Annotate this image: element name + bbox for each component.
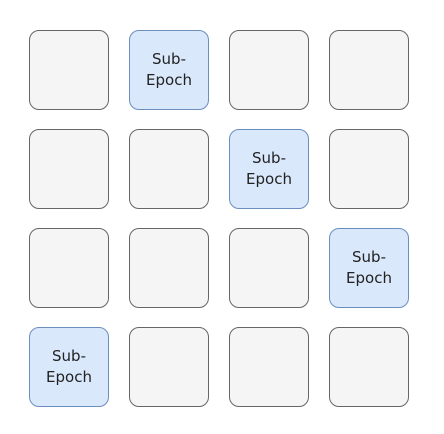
grid-cell-4-2: [129, 327, 209, 407]
grid-cell-4-3: [229, 327, 309, 407]
grid-cell-3-2: [129, 228, 209, 308]
grid-cell-3-1: [29, 228, 109, 308]
cell-label: Sub- Epoch: [346, 248, 392, 287]
grid-cell-1-4: [329, 30, 409, 110]
sub-epoch-cell: Sub- Epoch: [329, 228, 409, 308]
cell-label: Sub- Epoch: [246, 149, 292, 188]
grid-cell-2-4: [329, 129, 409, 209]
grid-cell-4-4: [329, 327, 409, 407]
grid-cell-2-1: [29, 129, 109, 209]
grid-cell-3-3: [229, 228, 309, 308]
sub-epoch-cell: Sub- Epoch: [129, 30, 209, 110]
grid-cell-1-3: [229, 30, 309, 110]
sub-epoch-cell: Sub- Epoch: [29, 327, 109, 407]
cell-label: Sub- Epoch: [146, 50, 192, 89]
sub-epoch-cell: Sub- Epoch: [229, 129, 309, 209]
epoch-grid: Sub- Epoch Sub- Epoch Sub- Epoch Sub- Ep…: [29, 30, 409, 407]
grid-cell-1-1: [29, 30, 109, 110]
cell-label: Sub- Epoch: [46, 347, 92, 386]
grid-cell-2-2: [129, 129, 209, 209]
